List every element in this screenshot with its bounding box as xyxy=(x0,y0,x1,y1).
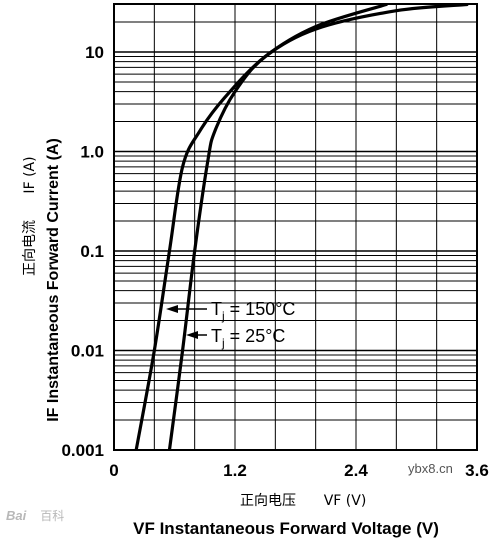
y-axis-label: IF Instantaneous Forward Current (A) xyxy=(45,138,62,422)
plot-border xyxy=(113,3,478,451)
watermark-right: ybx8.cn xyxy=(408,461,453,476)
annotation-150c-sub: j xyxy=(221,309,225,323)
x-tick-labels: 0 1.2 2.4 3.6 xyxy=(109,461,489,480)
annotation-arrows xyxy=(166,305,207,339)
watermark-left-cn: 百科 xyxy=(40,509,64,523)
annotation-25c-sub: j xyxy=(221,336,225,350)
annotation-25c-t: T xyxy=(211,326,222,346)
y-axis-label-text: IF Instantaneous Forward Current (A) xyxy=(45,138,62,422)
x-tick-label: 0 xyxy=(109,461,118,480)
grid-lines xyxy=(114,4,477,451)
watermark-left-text: Bai xyxy=(6,508,27,523)
series-line-150c xyxy=(134,4,388,450)
arrow-150c-head xyxy=(166,305,178,313)
x-axis-label: VF Instantaneous Forward Voltage (V) xyxy=(133,519,439,538)
watermark-left: Bai 百科 xyxy=(6,508,64,523)
y-axis-label-cn-text: 正向电流 xyxy=(22,220,38,276)
annotation-25c: Tj = 25°C xyxy=(211,326,285,350)
series-lines xyxy=(134,4,469,450)
arrow-25c-head xyxy=(186,331,198,339)
x-tick-label: 2.4 xyxy=(344,461,368,480)
y-tick-label: 0.001 xyxy=(61,441,104,460)
annotation-25c-rest: = 25°C xyxy=(225,326,286,346)
y-tick-label: 10 xyxy=(85,43,104,62)
annotation-150c: Tj = 150°C xyxy=(211,299,295,323)
y-axis-label-cn: 正向电流 xyxy=(22,220,38,276)
y-axis-label-cn-symbol-text: IF (A) xyxy=(22,156,38,193)
x-tick-label: 1.2 xyxy=(223,461,247,480)
series-line-25c xyxy=(167,4,469,450)
y-tick-label: 1.0 xyxy=(80,143,104,162)
x-tick-label: 3.6 xyxy=(465,461,489,480)
y-axis-label-cn-symbol: IF (A) xyxy=(22,156,38,193)
x-axis-label-cn-symbol: VF (V) xyxy=(324,493,367,509)
annotation-150c-rest: = 150°C xyxy=(225,299,296,319)
y-tick-label: 0.1 xyxy=(80,242,104,261)
annotation-150c-t: T xyxy=(211,299,222,319)
y-tick-label: 0.01 xyxy=(71,342,104,361)
x-axis-label-cn: 正向电压 xyxy=(240,493,296,509)
y-tick-labels: 0.001 0.01 0.1 1.0 10 xyxy=(61,43,104,460)
